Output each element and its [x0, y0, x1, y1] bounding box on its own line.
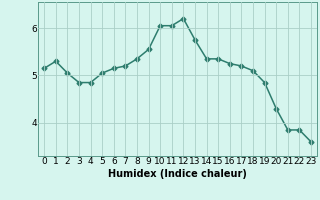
X-axis label: Humidex (Indice chaleur): Humidex (Indice chaleur)	[108, 169, 247, 179]
